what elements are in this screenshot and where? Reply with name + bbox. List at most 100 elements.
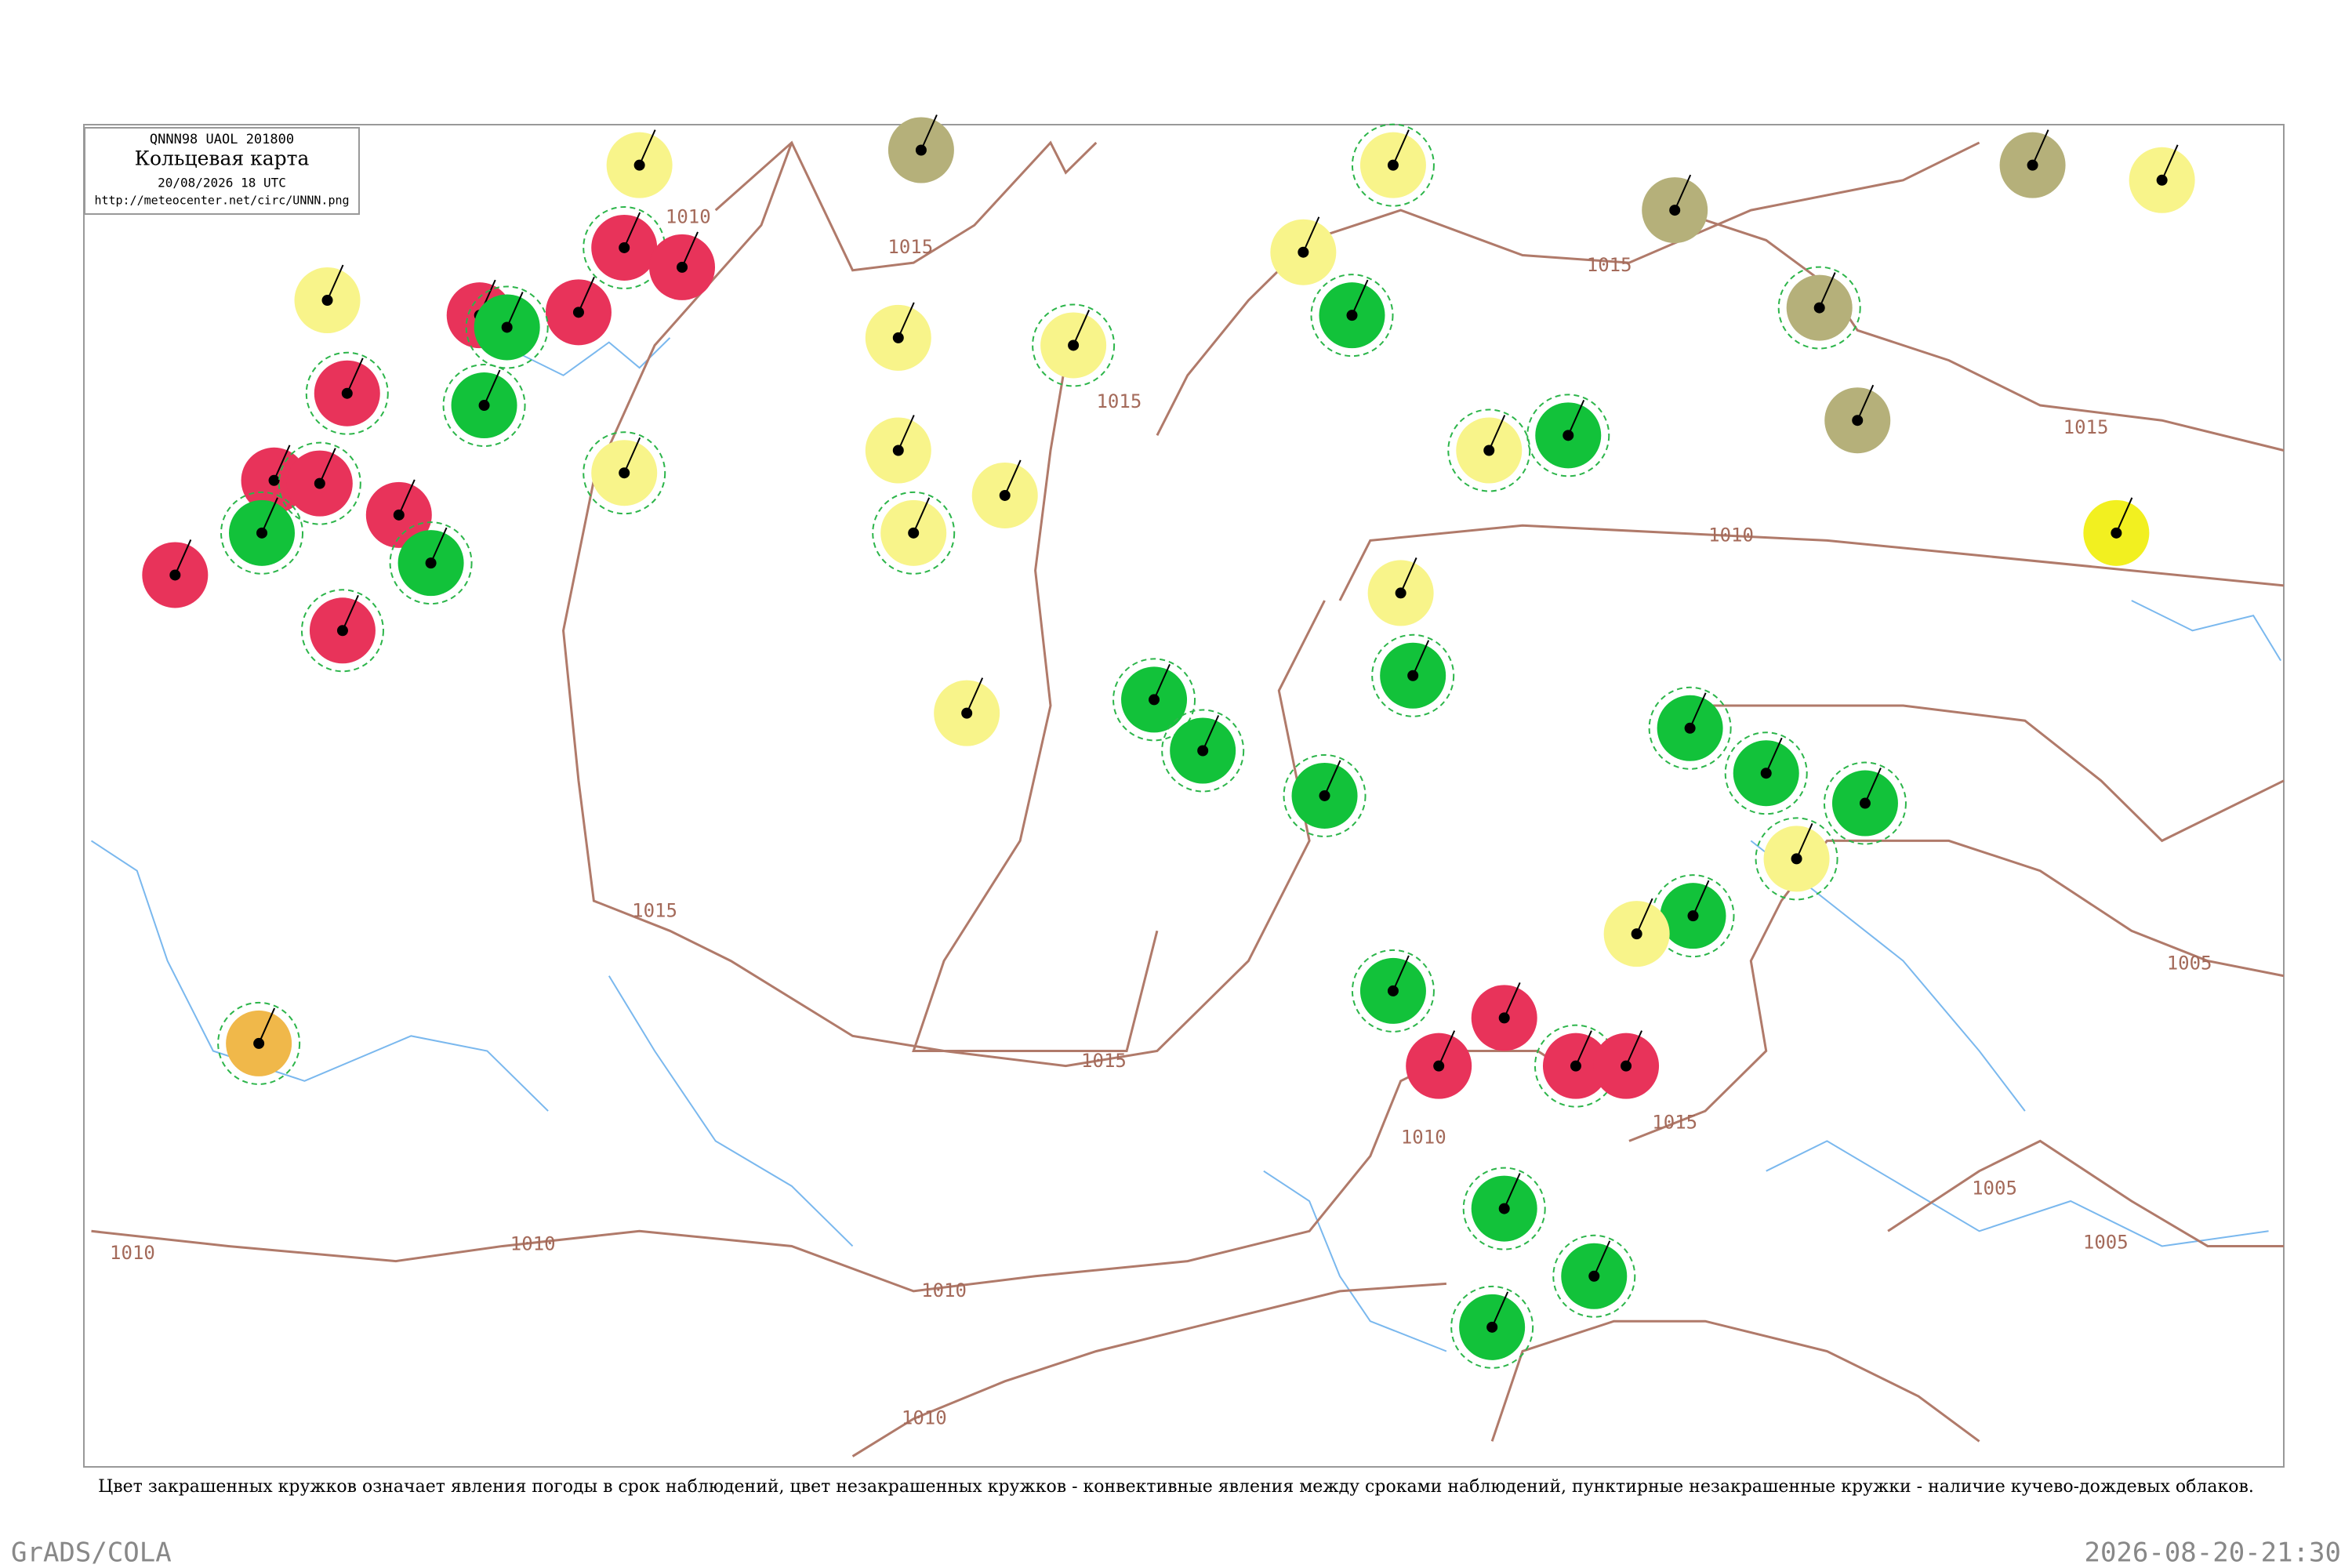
station bbox=[1270, 216, 1337, 285]
isobar-label: 1010 bbox=[666, 206, 711, 228]
wind-barb bbox=[1567, 399, 1585, 436]
wind-barb bbox=[1692, 880, 1710, 916]
cb-ring bbox=[1310, 274, 1394, 358]
wind-barb bbox=[1153, 663, 1171, 700]
cb-ring bbox=[1648, 686, 1732, 770]
isobar-label: 1005 bbox=[2083, 1232, 2129, 1254]
station bbox=[865, 302, 931, 371]
wind-barb bbox=[1491, 1291, 1509, 1328]
station bbox=[217, 1001, 301, 1085]
wind-barb bbox=[1765, 737, 1783, 774]
coastline bbox=[1766, 1140, 2269, 1247]
wind-barb bbox=[1399, 557, 1417, 593]
header-url: http://meteocenter.net/circ/UNNN.png bbox=[94, 194, 349, 208]
cb-ring bbox=[442, 364, 526, 448]
isobar bbox=[1628, 839, 2285, 1142]
cb-ring bbox=[1462, 1167, 1546, 1250]
cb-ring bbox=[1526, 394, 1610, 477]
station bbox=[583, 431, 666, 515]
station bbox=[1371, 633, 1455, 717]
station bbox=[1351, 123, 1435, 207]
cb-ring bbox=[1371, 633, 1455, 717]
station bbox=[649, 231, 716, 300]
header-title: Кольцевая карта bbox=[135, 147, 310, 170]
map-frame bbox=[83, 124, 2285, 1468]
station bbox=[1462, 1167, 1546, 1250]
wind-barb bbox=[1674, 174, 1692, 211]
wind-barb bbox=[897, 302, 915, 339]
header-frame bbox=[84, 127, 360, 215]
wind-barb bbox=[342, 594, 359, 631]
wind-barb bbox=[1503, 982, 1521, 1018]
footer-left: GrADS/COLA bbox=[11, 1537, 172, 1568]
station bbox=[1310, 274, 1394, 358]
station bbox=[1824, 384, 1891, 454]
isobar-label: 1010 bbox=[1708, 524, 1754, 546]
cb-ring bbox=[1032, 303, 1116, 387]
cb-ring bbox=[1351, 949, 1435, 1033]
isobar-label: 1010 bbox=[921, 1279, 967, 1301]
wind-barb bbox=[261, 497, 278, 534]
isobar bbox=[562, 142, 1326, 1068]
wind-barb bbox=[897, 415, 915, 451]
isobar bbox=[1490, 1319, 1980, 1443]
wind-barb bbox=[2161, 144, 2179, 181]
coastline bbox=[608, 975, 854, 1247]
wind-barb bbox=[1323, 760, 1341, 797]
station bbox=[2083, 497, 2150, 566]
station bbox=[1447, 408, 1531, 492]
wind-barb bbox=[681, 231, 699, 268]
wind-barb bbox=[1818, 272, 1836, 308]
coastline bbox=[2131, 600, 2281, 662]
cb-ring bbox=[1161, 709, 1245, 793]
station bbox=[1593, 1030, 1660, 1099]
wind-barb bbox=[920, 114, 938, 151]
isobar bbox=[1675, 704, 2285, 843]
wind-barb bbox=[326, 264, 344, 301]
station bbox=[1161, 709, 1245, 793]
wind-barb bbox=[1392, 955, 1410, 992]
isobar-label: 1005 bbox=[1972, 1178, 2017, 1200]
wind-barb bbox=[638, 129, 656, 166]
station bbox=[1642, 174, 1708, 244]
wind-barb bbox=[1635, 898, 1653, 935]
isobar-label: 1015 bbox=[1081, 1050, 1127, 1072]
station bbox=[971, 459, 1038, 528]
station bbox=[1552, 1234, 1636, 1318]
wind-barb bbox=[1202, 715, 1220, 751]
legend-note: Цвет закрашенных кружков означает явлени… bbox=[98, 1477, 2254, 1497]
station bbox=[545, 276, 612, 346]
station bbox=[872, 491, 956, 575]
isobar-label: 1015 bbox=[1652, 1111, 1697, 1133]
cb-ring bbox=[465, 285, 549, 369]
station bbox=[1724, 731, 1808, 815]
isobar-label: 1010 bbox=[902, 1407, 947, 1429]
station bbox=[1283, 753, 1367, 837]
wind-barb bbox=[1302, 216, 1320, 253]
wind-barb bbox=[1392, 129, 1410, 166]
wind-barb bbox=[1351, 279, 1369, 316]
isobar bbox=[714, 140, 1098, 272]
cb-ring bbox=[1447, 408, 1531, 492]
station bbox=[1777, 266, 1861, 350]
wind-barb bbox=[1625, 1030, 1642, 1067]
isobar-label: 1010 bbox=[510, 1233, 556, 1255]
wind-barb bbox=[1503, 1173, 1521, 1209]
station bbox=[1526, 394, 1610, 477]
wind-barb bbox=[913, 497, 931, 534]
isobar-label: 1010 bbox=[1401, 1127, 1446, 1149]
wind-barb bbox=[966, 677, 984, 714]
isobar bbox=[1156, 141, 1980, 437]
isobar-label: 1015 bbox=[887, 236, 933, 258]
station bbox=[2129, 144, 2195, 213]
station bbox=[1651, 874, 1735, 958]
coastline bbox=[1263, 1170, 1447, 1352]
station bbox=[1999, 129, 2066, 198]
station bbox=[305, 351, 389, 435]
station bbox=[1450, 1285, 1534, 1369]
station bbox=[1367, 557, 1434, 626]
wind-barb bbox=[1073, 310, 1091, 346]
isobar-label: 1005 bbox=[2167, 952, 2212, 974]
